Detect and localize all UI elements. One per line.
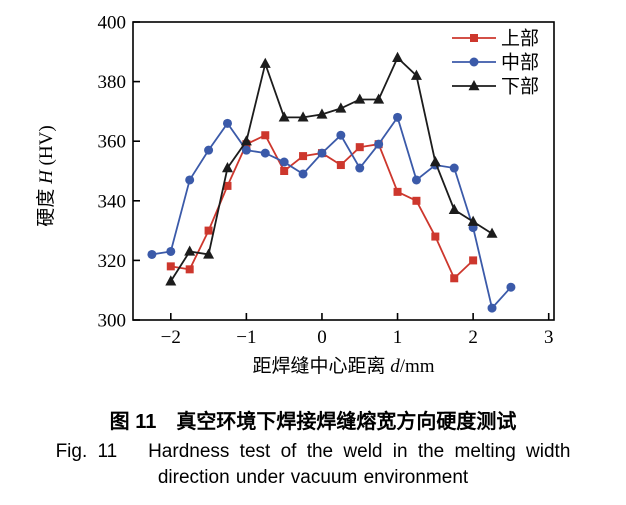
y-tick-label: 360 (98, 132, 127, 153)
triangle-marker (448, 203, 460, 214)
circle-marker (279, 157, 289, 167)
x-tick-label: 3 (544, 327, 554, 348)
hardness-line-chart: −2 −1 0 1 2 3 300 320 340 360 380 400 距焊缝中心距离 d/mm 硬度… (35, 13, 555, 377)
legend-label-middle: 中部 (501, 52, 539, 74)
square-marker (450, 274, 459, 283)
triangle-marker (467, 215, 479, 226)
triangle-marker (335, 102, 347, 113)
y-tick-label: 380 (98, 72, 127, 93)
triangle-marker (316, 108, 328, 119)
caption-english-line2: direction under vacuum environment (157, 467, 469, 488)
y-tick-label: 300 (98, 311, 127, 332)
circle-marker (241, 145, 251, 155)
triangle-marker (429, 156, 441, 167)
circle-marker (449, 163, 459, 173)
circle-marker (393, 112, 403, 122)
square-marker (299, 152, 308, 161)
triangle-marker (486, 227, 498, 238)
legend-label-upper: 上部 (501, 28, 539, 50)
triangle-marker (278, 111, 290, 122)
legend-item-middle: 中部 (452, 52, 539, 74)
circle-marker (298, 169, 308, 179)
figure-caption: 图 11 真空环境下焊接焊缝熔宽方向硬度测试 Fig. 11 Hardness … (0, 405, 626, 489)
square-marker (431, 232, 440, 241)
x-axis: −2 −1 0 1 2 3 (161, 313, 554, 348)
circle-marker (317, 148, 327, 158)
square-marker (261, 131, 270, 140)
x-tick-label: −2 (161, 327, 181, 348)
triangle-marker (297, 111, 309, 122)
x-tick-label: 0 (317, 327, 327, 348)
caption-chinese: 图 11 真空环境下焊接焊缝熔宽方向硬度测试 (109, 411, 517, 433)
circle-marker (222, 118, 232, 128)
square-marker (412, 196, 421, 205)
series-lower (165, 51, 498, 286)
legend-item-lower: 下部 (452, 76, 539, 98)
plot-frame (132, 21, 555, 321)
square-marker (355, 143, 364, 152)
circle-marker (336, 130, 346, 140)
triangle-marker (410, 69, 422, 80)
triangle-marker (184, 245, 196, 256)
square-marker (469, 256, 478, 265)
x-tick-label: −1 (236, 327, 256, 348)
square-marker (336, 161, 345, 170)
square-marker (470, 34, 478, 42)
triangle-marker (468, 80, 480, 91)
y-axis-title: 硬度 H (HV) (35, 125, 57, 226)
circle-marker (411, 175, 421, 185)
square-marker (185, 265, 194, 274)
circle-marker (355, 163, 365, 173)
y-tick-label: 320 (98, 251, 127, 272)
x-tick-label: 2 (468, 327, 478, 348)
legend-item-upper: 上部 (452, 28, 539, 50)
circle-marker (185, 175, 195, 185)
series-lower-line (170, 56, 493, 282)
square-marker (280, 167, 289, 175)
y-axis: 300 320 340 360 380 400 (98, 13, 140, 332)
circle-marker (506, 282, 516, 292)
x-axis-title: 距焊缝中心距离 d/mm (252, 355, 434, 377)
triangle-marker (392, 51, 404, 62)
triangle-marker (165, 275, 177, 286)
circle-marker (147, 249, 157, 259)
y-tick-label: 340 (98, 191, 127, 212)
square-marker (393, 187, 402, 196)
y-tick-label: 400 (98, 13, 127, 34)
circle-marker (374, 139, 384, 149)
triangle-marker (203, 248, 215, 259)
triangle-marker (354, 93, 366, 104)
caption-english-line1: Fig. 11 Hardness test of the weld in the… (55, 441, 571, 462)
x-tick-label: 1 (393, 327, 403, 348)
circle-marker (487, 303, 497, 313)
circle-marker (204, 145, 214, 155)
circle-marker (469, 57, 479, 67)
triangle-marker (259, 57, 271, 68)
circle-marker (166, 246, 176, 256)
triangle-marker (240, 135, 252, 146)
triangle-marker (373, 93, 385, 104)
legend-label-lower: 下部 (501, 76, 539, 98)
square-marker (223, 181, 232, 190)
square-marker (204, 226, 213, 235)
square-marker (166, 262, 175, 271)
triangle-marker (221, 162, 233, 173)
circle-marker (260, 148, 270, 158)
